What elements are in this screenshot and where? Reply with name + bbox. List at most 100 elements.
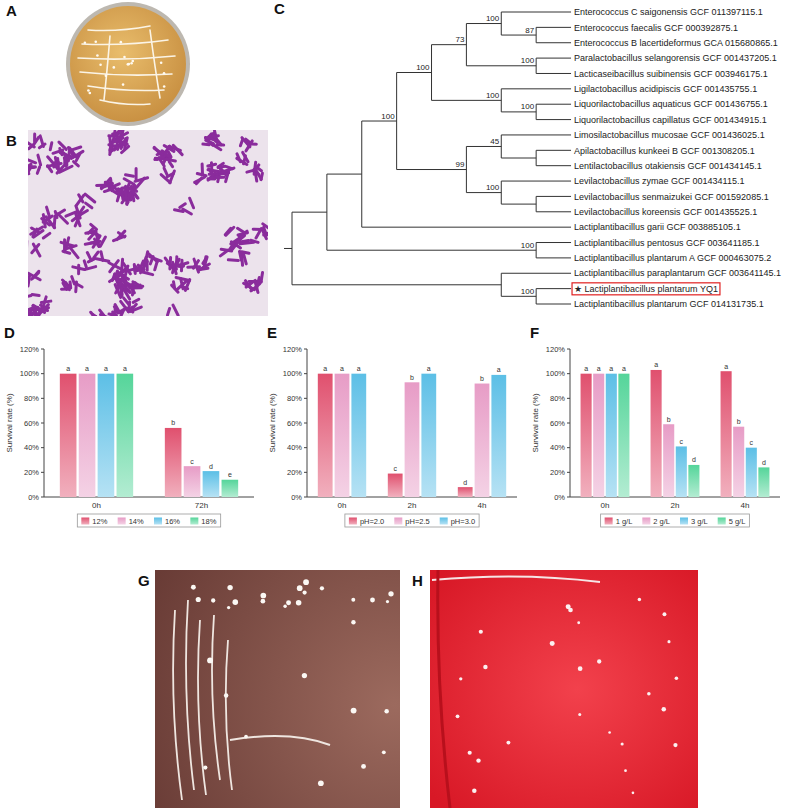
bacterium	[135, 178, 148, 182]
y-tick-label: 120%	[20, 345, 40, 354]
y-tick-label: 40%	[24, 443, 39, 452]
y-axis	[44, 349, 45, 497]
significance-letter: d	[762, 459, 766, 466]
bacterium	[116, 283, 121, 293]
bootstrap-value: 45	[490, 137, 499, 146]
bacterium	[237, 154, 240, 162]
significance-letter: b	[480, 375, 484, 382]
branch	[432, 44, 467, 45]
bacterium	[28, 273, 40, 280]
bacterium	[131, 304, 136, 310]
significance-letter: a	[427, 365, 431, 372]
bacterium	[145, 260, 148, 270]
bacterium	[28, 241, 29, 254]
branch	[431, 45, 432, 101]
bacterium	[32, 294, 39, 295]
bacterium	[86, 203, 92, 208]
y-tick-label: 60%	[24, 419, 39, 428]
colony	[163, 85, 166, 88]
bar	[405, 382, 420, 497]
significance-letter: c	[190, 458, 194, 465]
legend-swatch	[605, 518, 613, 525]
colony	[303, 579, 309, 585]
bar	[203, 471, 220, 497]
bootstrap-value: 100	[521, 287, 535, 296]
bar	[663, 424, 674, 497]
colony	[388, 591, 393, 596]
bacterium	[204, 257, 208, 269]
branch	[501, 12, 571, 13]
bar	[758, 467, 769, 497]
bacterium	[253, 228, 263, 231]
bacterium	[229, 244, 233, 250]
significance-letter: a	[724, 363, 728, 370]
y-axis-title: Survival rate (%)	[531, 393, 540, 452]
y-tick-label: 60%	[550, 419, 565, 428]
significance-letter: b	[410, 374, 414, 381]
bacterium	[34, 231, 43, 238]
bacterium	[162, 151, 169, 157]
bacterium	[203, 143, 209, 147]
bacterium	[181, 286, 187, 288]
branch	[536, 243, 537, 258]
leaf-label: ★ Lactiplantibacillus plantarum YQ1	[574, 284, 718, 294]
bar	[117, 374, 134, 497]
x-tick-label: 0h	[92, 501, 101, 510]
branch	[536, 289, 537, 304]
bacterium	[28, 275, 30, 286]
bacterium	[244, 254, 247, 264]
significance-letter: a	[622, 365, 626, 372]
x-tick-label: 0h	[601, 501, 610, 510]
leaf-label: Lentilactobacillus otakiensis GCF 001434…	[574, 161, 762, 171]
x-tick-label: 72h	[195, 501, 208, 510]
bacterium	[168, 257, 172, 269]
x-tick-label: 0h	[338, 501, 347, 510]
bacterium	[33, 134, 36, 142]
significance-letter: a	[340, 365, 344, 372]
branch	[292, 212, 327, 213]
colony	[87, 89, 90, 92]
bar	[98, 374, 115, 497]
branch	[536, 58, 571, 59]
branch	[466, 146, 467, 192]
bacterium	[114, 131, 115, 138]
streak	[88, 86, 164, 91]
bacterium	[173, 305, 178, 315]
colony	[286, 600, 291, 605]
leaf-label: Enterococcus C saigonensis GCF 011397115…	[574, 7, 763, 17]
bar	[458, 487, 473, 497]
streak	[186, 600, 194, 790]
bacterium	[173, 265, 175, 273]
bacterium	[131, 186, 136, 191]
y-axis	[570, 349, 571, 497]
bacterium	[177, 281, 187, 290]
bacterium	[85, 194, 95, 202]
branch	[501, 204, 536, 205]
bacterium	[66, 212, 77, 217]
branch	[397, 169, 467, 170]
bacterium	[65, 155, 66, 167]
colony	[476, 758, 480, 762]
panel-label: E	[267, 324, 277, 341]
bacterium	[84, 261, 86, 267]
bacterium	[180, 204, 186, 208]
leaf-label: Liquorilactobacillus aquaticus GCF 00143…	[574, 99, 768, 109]
bacterium	[129, 283, 135, 287]
bacterium	[109, 314, 116, 315]
bacterium	[58, 214, 68, 223]
branch	[501, 35, 536, 36]
bacterium	[228, 258, 238, 262]
bacterium	[50, 143, 52, 150]
bar-chart: 0%20%40%60%80%100%120%Survival rate (%)0…	[5, 345, 254, 527]
colony	[283, 604, 286, 607]
bar	[351, 374, 366, 497]
significance-letter: a	[497, 366, 501, 373]
bacterium	[43, 233, 50, 238]
branch	[501, 273, 502, 296]
y-tick-label: 100%	[20, 369, 40, 378]
y-tick-label: 80%	[24, 394, 39, 403]
colony	[84, 41, 87, 44]
bacterium	[28, 166, 29, 174]
bacterium	[220, 250, 227, 256]
bacterium	[143, 272, 152, 274]
